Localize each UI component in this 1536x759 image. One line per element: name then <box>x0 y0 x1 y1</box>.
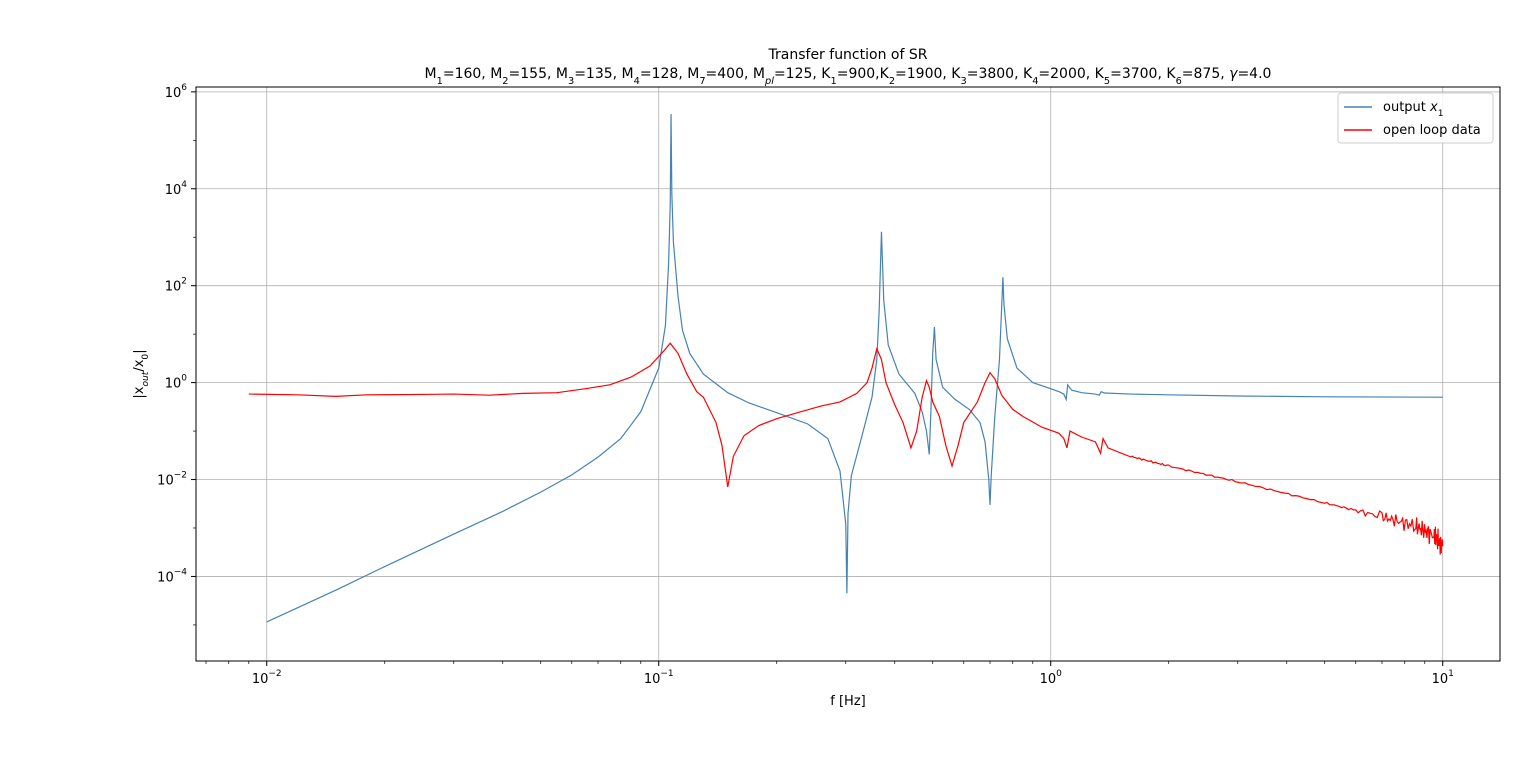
ticks: 10−2 10−1 100 101 10−4 10−2 100 102 104 106 <box>157 83 1454 687</box>
y-tick-label: 10−4 <box>157 567 187 585</box>
y-tick-label: 100 <box>165 374 188 392</box>
series-line-2 <box>248 342 1444 555</box>
y-tick-label: 106 <box>165 83 188 101</box>
x-tick-label: 10−1 <box>644 669 674 687</box>
x-tick-label: 100 <box>1040 669 1063 687</box>
legend-entry: open loop data <box>1383 123 1481 138</box>
series-line-1 <box>266 113 1443 623</box>
y-tick-label: 104 <box>165 180 188 198</box>
x-tick-label: 10−2 <box>252 669 282 687</box>
chart-subtitle: M1=160, M2=155, M3=135, M4=128, M7=400, … <box>425 66 1272 87</box>
chart-title: Transfer function of SR <box>768 47 928 63</box>
y-tick-label: 10−2 <box>157 471 187 489</box>
y-axis-label: |xout/x0| <box>132 349 151 398</box>
y-tick-label: 102 <box>165 277 187 295</box>
legend-entry: output x1 <box>1383 100 1444 119</box>
series-layer <box>248 113 1444 623</box>
x-tick-label: 101 <box>1432 669 1454 687</box>
grid <box>196 87 1500 661</box>
x-axis-label: f [Hz] <box>830 694 865 709</box>
legend-box <box>1337 92 1494 144</box>
legend: output x1 open loop data <box>1337 92 1494 144</box>
plot-frame <box>195 86 1501 662</box>
